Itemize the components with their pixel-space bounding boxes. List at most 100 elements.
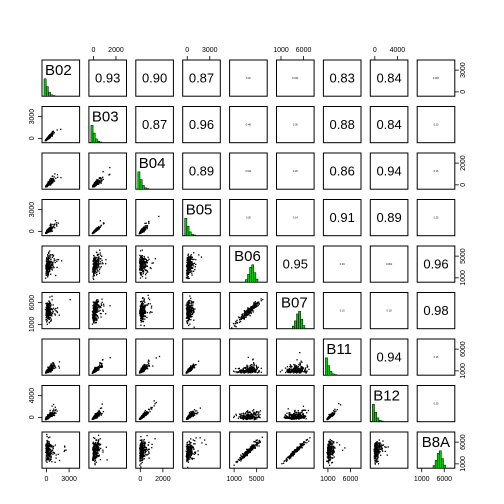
scatter-point: [51, 133, 53, 135]
scatter-point: [231, 327, 233, 329]
scatter-point: [252, 304, 255, 306]
scatter-point: [241, 371, 243, 374]
scatter-point: [190, 318, 192, 321]
scatter-point: [189, 313, 191, 315]
histogram-bar: [333, 374, 337, 376]
scatter-point: [54, 314, 56, 316]
scatter-point: [53, 224, 55, 226]
scatter-point: [233, 325, 236, 327]
scatter-point: [291, 365, 293, 368]
scatter-point: [252, 368, 254, 370]
scatter-point: [93, 266, 95, 268]
scatter-point: [256, 303, 259, 305]
scatter-point: [94, 271, 96, 273]
scatter-point: [97, 265, 99, 267]
scatter-point: [51, 411, 54, 413]
scatter-point: [48, 417, 50, 419]
scatter-point: [49, 179, 51, 181]
scatter-point: [51, 230, 53, 233]
scatter-point: [253, 370, 255, 372]
scatter-point: [185, 307, 188, 310]
correlation-value: 0.94: [376, 164, 401, 179]
scatter-point: [296, 367, 298, 369]
scatter-point: [145, 365, 148, 367]
scatter-point: [97, 228, 99, 230]
scatter-point: [192, 311, 195, 314]
scatter-point: [100, 304, 103, 307]
cell-frame: [229, 106, 268, 144]
scatter-point: [142, 264, 144, 266]
scatter-point: [46, 267, 48, 269]
scatter-point: [97, 317, 99, 319]
scatter-point: [255, 371, 257, 373]
cell-B06-B06: B06: [229, 245, 268, 283]
scatter-point: [145, 277, 147, 279]
scatter-point: [247, 311, 249, 314]
scatter-point: [187, 301, 190, 304]
scatter-point: [50, 369, 53, 372]
scatter-point: [48, 228, 51, 231]
scatter-point: [51, 256, 53, 259]
scatter-point: [50, 319, 52, 322]
scatter-point: [50, 180, 52, 182]
scatter-point: [50, 266, 53, 269]
scatter-point: [92, 259, 94, 262]
scatter-point: [47, 310, 50, 312]
scatter-point: [251, 364, 253, 366]
scatter-point: [49, 135, 51, 137]
scatter-point: [191, 272, 193, 274]
scatter-point: [58, 367, 60, 369]
scatter-point: [101, 362, 103, 365]
scatter-point: [189, 265, 191, 267]
scatter-point: [46, 272, 49, 274]
scatter-point: [235, 320, 237, 323]
scatter-point: [96, 259, 99, 261]
scatter-point: [99, 252, 101, 254]
scatter-point: [96, 302, 98, 304]
scatter-point: [48, 370, 50, 372]
scatter-point: [45, 260, 48, 263]
scatter-point: [239, 369, 241, 371]
cell-B02-B07: 0.031: [276, 59, 315, 97]
scatter-point: [296, 366, 299, 368]
correlation-value: 0.93: [95, 71, 120, 86]
cell-B02-B11: 0.83: [322, 59, 362, 97]
scatter-point: [189, 323, 191, 325]
scatter-point: [244, 370, 246, 373]
scatter-point: [140, 260, 143, 263]
scatter-point: [95, 311, 97, 314]
correlation-value: 0.83: [330, 71, 355, 86]
scatter-point: [147, 297, 150, 299]
scatter-point: [190, 254, 192, 256]
cell-B06-B05: [182, 245, 221, 283]
cell-B04-B05: 0.89: [182, 152, 221, 190]
histogram-bar: [43, 78, 47, 97]
scatter-point: [92, 263, 95, 265]
cell-B05-B12: 0.89: [369, 199, 409, 237]
scatter-point: [139, 261, 141, 263]
scatter-point: [150, 305, 153, 307]
scatter-point: [97, 263, 99, 266]
scatter-point: [54, 219, 57, 222]
scatter-point: [54, 173, 56, 175]
scatter-point: [102, 178, 105, 181]
scatter-point: [143, 304, 145, 306]
scatter-point: [96, 228, 98, 230]
scatter-point: [141, 263, 143, 266]
scatter-point: [290, 365, 292, 367]
scatter-point: [142, 306, 144, 308]
scatter-point: [256, 305, 258, 307]
scatter-point: [189, 366, 192, 368]
cell-frame: [416, 338, 456, 376]
scatter-point: [47, 274, 49, 277]
scatter-point: [48, 181, 50, 183]
scatter-point: [46, 368, 49, 370]
scatter-point: [52, 226, 55, 228]
scatter-point: [189, 305, 191, 307]
scatter-point: [300, 370, 303, 372]
scatter-point: [50, 132, 52, 135]
scatter-point: [47, 366, 49, 368]
scatter-point: [148, 220, 150, 223]
scatter-point: [187, 254, 189, 257]
scatter-point: [109, 173, 111, 175]
